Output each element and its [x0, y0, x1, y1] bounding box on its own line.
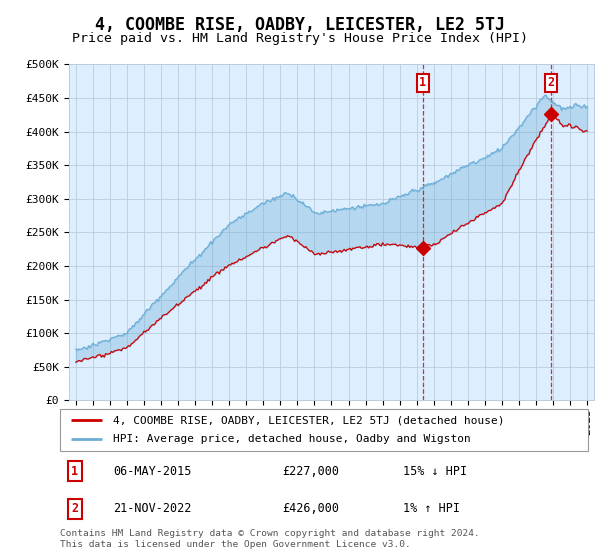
- Text: 06-MAY-2015: 06-MAY-2015: [113, 465, 191, 478]
- Text: 1: 1: [71, 465, 79, 478]
- Text: 15% ↓ HPI: 15% ↓ HPI: [403, 465, 467, 478]
- Text: Price paid vs. HM Land Registry's House Price Index (HPI): Price paid vs. HM Land Registry's House …: [72, 32, 528, 45]
- Text: 21-NOV-2022: 21-NOV-2022: [113, 502, 191, 515]
- Text: HPI: Average price, detached house, Oadby and Wigston: HPI: Average price, detached house, Oadb…: [113, 435, 470, 445]
- Text: 1% ↑ HPI: 1% ↑ HPI: [403, 502, 460, 515]
- Text: £227,000: £227,000: [282, 465, 339, 478]
- Text: 1: 1: [419, 76, 426, 90]
- Text: 4, COOMBE RISE, OADBY, LEICESTER, LE2 5TJ: 4, COOMBE RISE, OADBY, LEICESTER, LE2 5T…: [95, 16, 505, 34]
- FancyBboxPatch shape: [60, 409, 588, 451]
- Text: 4, COOMBE RISE, OADBY, LEICESTER, LE2 5TJ (detached house): 4, COOMBE RISE, OADBY, LEICESTER, LE2 5T…: [113, 415, 504, 425]
- Text: £426,000: £426,000: [282, 502, 339, 515]
- Text: Contains HM Land Registry data © Crown copyright and database right 2024.
This d: Contains HM Land Registry data © Crown c…: [60, 529, 480, 549]
- Text: 2: 2: [548, 76, 555, 90]
- Text: 2: 2: [71, 502, 79, 515]
